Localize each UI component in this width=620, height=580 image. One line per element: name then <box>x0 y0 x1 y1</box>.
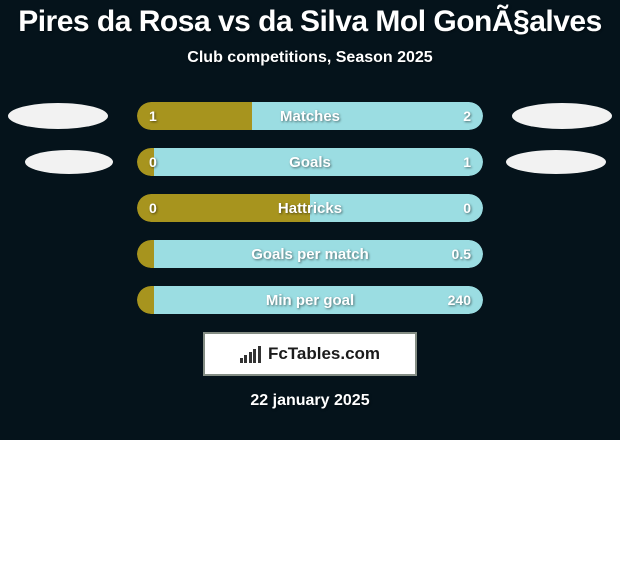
stat-bar: Min per goal240 <box>137 286 483 314</box>
stat-value-left: 0 <box>149 194 157 222</box>
stat-row: Min per goal240 <box>0 286 620 314</box>
bar-chart-icon <box>240 345 262 363</box>
stat-row: Hattricks0 0 <box>0 194 620 222</box>
stat-bar: Matches1 2 <box>137 102 483 130</box>
page-title: Pires da Rosa vs da Silva Mol GonÃ§alves <box>0 5 620 39</box>
chart-area: Matches12Goals01Hattricks00Goals per mat… <box>0 102 620 314</box>
player-photo-right <box>512 103 612 129</box>
stat-label: Min per goal <box>137 286 483 314</box>
stat-row: Goals per match0.5 <box>0 240 620 268</box>
player-photo-left <box>8 103 108 129</box>
stat-value-right: 0.5 <box>452 240 471 268</box>
page-subtitle: Club competitions, Season 2025 <box>0 49 620 67</box>
logo-text: FcTables.com <box>268 344 380 364</box>
infographic-container: Pires da Rosa vs da Silva Mol GonÃ§alves… <box>0 0 620 440</box>
stat-value-right: 0 <box>463 194 471 222</box>
stat-value-left: 0 <box>149 148 157 176</box>
stat-label: Goals per match <box>137 240 483 268</box>
stat-bar: Hattricks0 0 <box>137 194 483 222</box>
player-photo-left <box>25 150 113 174</box>
stat-value-right: 2 <box>463 102 471 130</box>
stat-row: Goals0 1 <box>0 148 620 176</box>
source-logo[interactable]: FcTables.com <box>203 332 417 376</box>
stat-bar: Goals per match0.5 <box>137 240 483 268</box>
stat-value-right: 240 <box>448 286 471 314</box>
stat-value-right: 1 <box>463 148 471 176</box>
player-photo-right <box>506 150 606 174</box>
stat-label: Goals <box>137 148 483 176</box>
stat-label: Hattricks <box>137 194 483 222</box>
stat-row: Matches1 2 <box>0 102 620 130</box>
stat-bar: Goals0 1 <box>137 148 483 176</box>
stat-value-left: 1 <box>149 102 157 130</box>
stat-label: Matches <box>137 102 483 130</box>
date-line: 22 january 2025 <box>0 392 620 410</box>
